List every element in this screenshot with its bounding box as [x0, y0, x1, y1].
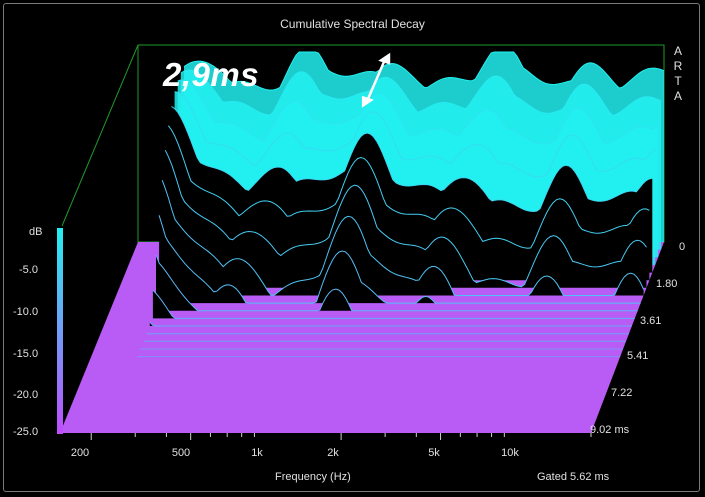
decay-slice-line	[167, 125, 650, 249]
time-tick-label: 5.41	[627, 350, 649, 362]
decay-slice-line	[174, 91, 656, 178]
chart-title: Cumulative Spectral Decay	[280, 17, 425, 31]
decay-slice-line	[161, 180, 645, 297]
left-frame-edge	[61, 44, 139, 227]
side-label-char: A	[673, 89, 682, 103]
time-tick-label: 0	[679, 241, 686, 253]
side-label-char: R	[673, 59, 683, 73]
decay-slice-fill	[162, 180, 644, 296]
decay-slice-line	[183, 51, 665, 91]
z-tick-label: -10.0	[13, 306, 39, 318]
gated-label: Gated 5.62 ms	[537, 471, 610, 483]
decay-annotation: 2,9ms	[163, 56, 260, 93]
z-tick-label: -20.0	[13, 389, 39, 401]
annotation-arrow	[364, 56, 388, 105]
side-label-char: T	[674, 74, 682, 88]
chart-border	[3, 3, 700, 492]
z-tick-label: -5.0	[19, 264, 38, 276]
time-tick-label: 9.02 ms	[590, 424, 630, 436]
annotation-arrow-head	[378, 52, 391, 65]
decay-slice-fill	[165, 150, 647, 288]
x-axis-title: Frequency (Hz)	[275, 471, 351, 483]
side-label: A R T A	[672, 44, 684, 104]
x-tick-label: 5k	[428, 447, 440, 459]
decay-slice-line	[164, 149, 647, 288]
db-color-bar	[57, 228, 63, 434]
time-tick-label: 3.61	[640, 315, 662, 327]
decay-slice-line	[152, 289, 635, 319]
annotation-arrow-head	[361, 95, 374, 108]
x-tick-label: 2k	[327, 447, 339, 459]
decay-slice-line	[180, 69, 662, 117]
decay-slice-line	[171, 105, 653, 213]
decay-slice-line	[149, 321, 632, 327]
decay-slice-line	[177, 79, 659, 145]
x-tick-label: 10k	[501, 447, 519, 459]
decay-slice-fill	[159, 215, 641, 304]
x-tick-label: 200	[70, 447, 90, 459]
time-tick-label: 1.80	[656, 278, 678, 290]
z-tick-label: -25.0	[13, 426, 39, 438]
x-tick-label: 500	[171, 447, 191, 459]
x-tick-label: 1k	[251, 447, 263, 459]
side-label-char: A	[673, 44, 682, 58]
decay-slice-fill	[168, 125, 650, 281]
z-tick-label: -15.0	[13, 348, 39, 360]
decay-slice-line	[155, 254, 638, 312]
z-axis-label: dB	[29, 226, 43, 238]
decay-slice-line	[158, 215, 641, 304]
time-tick-label: 7.22	[611, 387, 633, 399]
